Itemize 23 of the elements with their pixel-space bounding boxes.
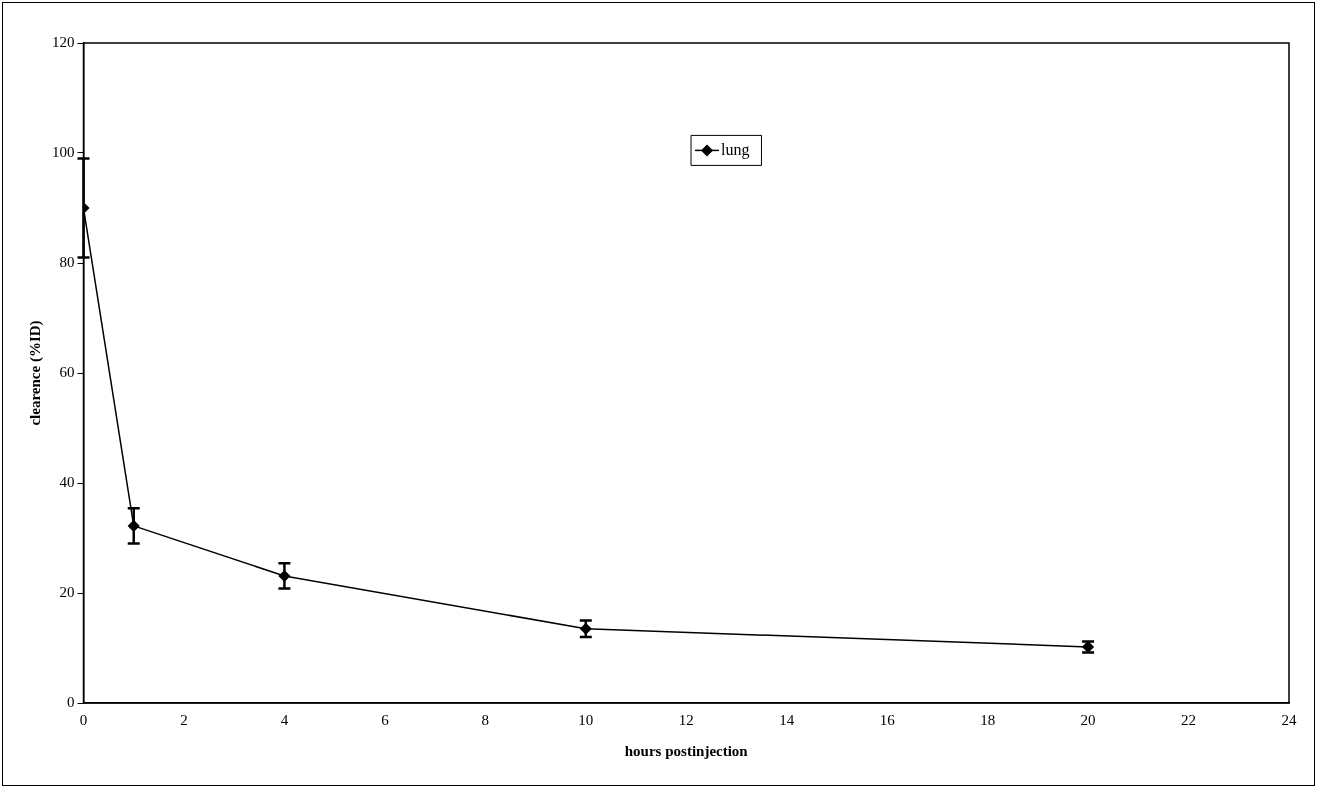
x-tick-label: 10 <box>578 711 594 728</box>
y-tick-label: 40 <box>59 473 75 490</box>
x-tick-label: 20 <box>1080 711 1096 728</box>
x-tick-label: 6 <box>381 711 390 728</box>
x-tick-label: 14 <box>779 711 795 728</box>
y-tick-label: 120 <box>52 33 75 50</box>
y-tick-label: 80 <box>59 253 75 270</box>
legend-label: lung <box>721 140 750 159</box>
y-tick-label: 60 <box>59 363 75 380</box>
x-tick-label: 2 <box>180 711 188 728</box>
x-tick-label: 0 <box>79 711 88 728</box>
x-tick-label: 8 <box>481 711 490 728</box>
x-tick-label: 16 <box>879 711 896 728</box>
x-tick-label: 12 <box>678 711 694 728</box>
x-tick-label: 18 <box>980 711 996 728</box>
x-tick-label: 4 <box>280 711 289 728</box>
y-axis-title: clearence (%ID) <box>26 320 44 426</box>
x-tick-label: 22 <box>1181 711 1197 728</box>
y-tick-label: 20 <box>59 583 75 600</box>
x-axis-title: hours postinjection <box>624 742 749 759</box>
y-tick-label: 0 <box>67 693 75 710</box>
x-tick-label: 24 <box>1281 711 1297 728</box>
y-tick-label: 100 <box>52 143 75 160</box>
